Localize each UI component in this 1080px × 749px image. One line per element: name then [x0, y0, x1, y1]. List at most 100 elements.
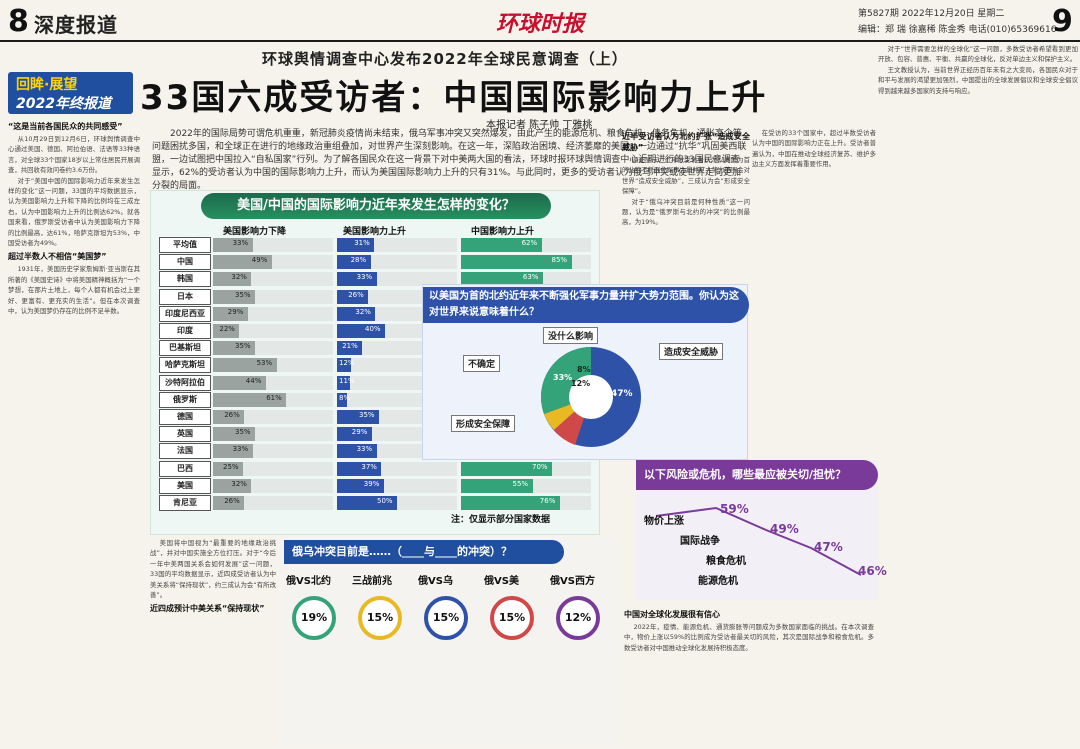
value-cn_up: 85%: [551, 256, 568, 265]
bar-track: 37%: [337, 461, 457, 476]
label-security: 造成安全威胁: [659, 343, 724, 360]
column-header-us-up: 美国影响力上升: [343, 227, 407, 237]
bar-us_down: [213, 410, 245, 424]
bar-us_up: [337, 306, 376, 321]
country-label: 俄罗斯: [159, 391, 211, 408]
bar-us_up: [337, 324, 385, 338]
bar-track: 63%: [461, 272, 591, 287]
article-kicker: 环球舆情调查中心发布2022年全球民意调查（上）: [262, 50, 628, 68]
risk-label: 物价上涨: [644, 516, 684, 527]
nato-pie-hole: [569, 375, 613, 419]
conflict-circle: 12%: [556, 596, 600, 640]
value-cn_up: 76%: [539, 497, 556, 505]
bar-us_down: [213, 461, 243, 476]
country-label: 英国: [159, 426, 211, 443]
right-text-p3: 王文教授认为，当前世界正经历百年未有之大变局，各国民众对于和平与发展的渴望更加强…: [878, 65, 1078, 95]
country-label: 平均值: [159, 237, 211, 253]
bar-track: 26%: [213, 496, 333, 510]
bar-track: 25%: [213, 461, 333, 476]
risk-chart: 以下风险或危机，哪些最应被关切/担忧？ 物价上涨 59% 国际战争 49% 粮食危机 47…: [636, 460, 887, 600]
bar-us_up: [337, 255, 371, 270]
bar-track: 70%: [461, 461, 591, 476]
bar-us_down: [213, 496, 245, 510]
conflict-circle: 19%: [292, 596, 336, 640]
column-header-us-down: 美国影响力下降: [223, 227, 287, 237]
value-us_down: 26%: [224, 411, 240, 419]
bar-us_down: [213, 375, 266, 390]
page-number-right: 9: [1052, 4, 1073, 39]
bar-track: 33%: [337, 272, 457, 287]
chart-note: 注：仅显示部分国家数据: [451, 515, 551, 525]
right-column: 近半受访者认为北约扩张“造成安全威胁” 调查显示，近半数受访者认为以美国为首的北…: [622, 128, 750, 278]
right-heading-1: 近半受访者认为北约扩张“造成安全威胁”: [622, 132, 750, 152]
label-unknown: 没什么影响: [543, 327, 599, 344]
bar-track: 62%: [461, 238, 591, 252]
left-column: “这是当前各国民众的共同感受” 从10月29日到12月6日，环球舆情调查中心通过…: [8, 118, 140, 746]
bar-track: 33%: [213, 444, 333, 459]
risk-label: 能源危机: [698, 576, 738, 587]
bar-cn_up: [461, 238, 542, 252]
bar-track: 35%: [213, 427, 333, 442]
value-us_up: 40%: [365, 325, 381, 333]
country-label: 德国: [159, 409, 211, 425]
country-label: 巴西: [159, 460, 211, 477]
value-us_down: 22%: [219, 325, 235, 333]
value-us_down: 29%: [227, 307, 244, 316]
mid-heading-1: 近四成预计中美关系“保持现状”: [150, 604, 265, 614]
bar-us_up: [337, 341, 363, 356]
value-us_up: 35%: [359, 411, 375, 419]
bar-cn_up: [461, 272, 543, 287]
bar-us_down: [213, 255, 272, 270]
bar-track: 29%: [213, 306, 333, 321]
conflict-chart: 俄乌冲突目前是……（____与____的冲突）？ 俄VS北约 19% 三战前兆 15%…: [280, 538, 620, 746]
left-paragraph-2: 对于“美国中国的国际影响力近年来发生怎样的变化”这一问题，33国的平均数据显示，…: [8, 176, 140, 248]
risk-value: 47%: [814, 540, 843, 554]
conflict-circle: 15%: [424, 596, 468, 640]
bar-us_up: [337, 496, 397, 510]
country-label: 印度尼西亚: [159, 305, 211, 322]
left-heading-2: 超过半数人不相信“美国梦”: [8, 252, 107, 262]
value-cn_up: 70%: [532, 462, 548, 471]
bar-us_down: [213, 238, 253, 252]
value-cn_up: 62%: [521, 239, 538, 247]
conflict-label: 三战前兆: [352, 576, 392, 587]
right-text-p2: 对于“世界需要怎样的全球化”这一问题，多数受访者希望看到更加开放、包容、普惠、平…: [878, 45, 1078, 64]
label-uncertain: 不确定: [463, 355, 501, 372]
left-heading-1: “这是当前各国民众的共同感受”: [8, 122, 123, 131]
bar-cn_up: [461, 478, 533, 493]
country-label: 中国: [159, 254, 211, 271]
conflict-label: 俄VS乌: [418, 576, 453, 587]
bar-track: 50%: [337, 496, 457, 510]
value-us_up: 39%: [363, 479, 380, 488]
value-us_down: 44%: [245, 376, 262, 385]
risk-label: 粮食危机: [706, 556, 746, 567]
value-security: 47%: [611, 389, 633, 399]
bar-track: 22%: [213, 324, 333, 338]
bar-us_up: [337, 272, 377, 287]
conflict-chart-title: 俄乌冲突目前是……（____与____的冲突）？: [284, 540, 564, 564]
bar-track: 76%: [461, 496, 591, 510]
bar-track: 61%: [213, 392, 333, 407]
influence-chart-title: 美国/中国的国际影响力近年来发生怎样的变化？: [201, 193, 551, 219]
far-paragraph-1: 2022年，疫情、能源危机、通货膨胀等问题成为多数国家面临的挑战。在本次调查中，…: [624, 623, 874, 652]
page-number-left: 8: [8, 4, 29, 39]
conflict-label: 俄VS美: [484, 576, 519, 587]
value-cn_up: 63%: [522, 273, 539, 282]
value-us_down: 35%: [235, 342, 251, 351]
far-column: 中国对全球化发展很有信心 2022年，疫情、能源危机、通货膨胀等问题成为多数国家…: [624, 606, 874, 746]
value-us_up: 26%: [348, 290, 364, 299]
bar-us_down: [213, 427, 255, 442]
bar-us_up: [337, 289, 369, 304]
column-header-cn-up: 中国影响力上升: [471, 227, 535, 237]
bar-track: 33%: [213, 238, 333, 252]
conflict-circle: 15%: [490, 596, 534, 640]
bar-us_down: [213, 358, 277, 373]
bar-track: 55%: [461, 478, 591, 493]
bar-us_up: [337, 444, 377, 459]
risk-chart-title: 以下风险或危机，哪些最应被关切/担忧？: [636, 460, 878, 490]
masthead-logo: 环球时报: [496, 12, 585, 37]
right-column-2: 在受访的33个国家中，超过半数受访者认为中国的国际影响力正在上升。受访者普遍认为…: [752, 128, 876, 278]
conflict-circle: 15%: [358, 596, 402, 640]
headline: 33国六成受访者：中国国际影响力上升: [140, 78, 768, 118]
bar-us_up: [337, 358, 352, 373]
